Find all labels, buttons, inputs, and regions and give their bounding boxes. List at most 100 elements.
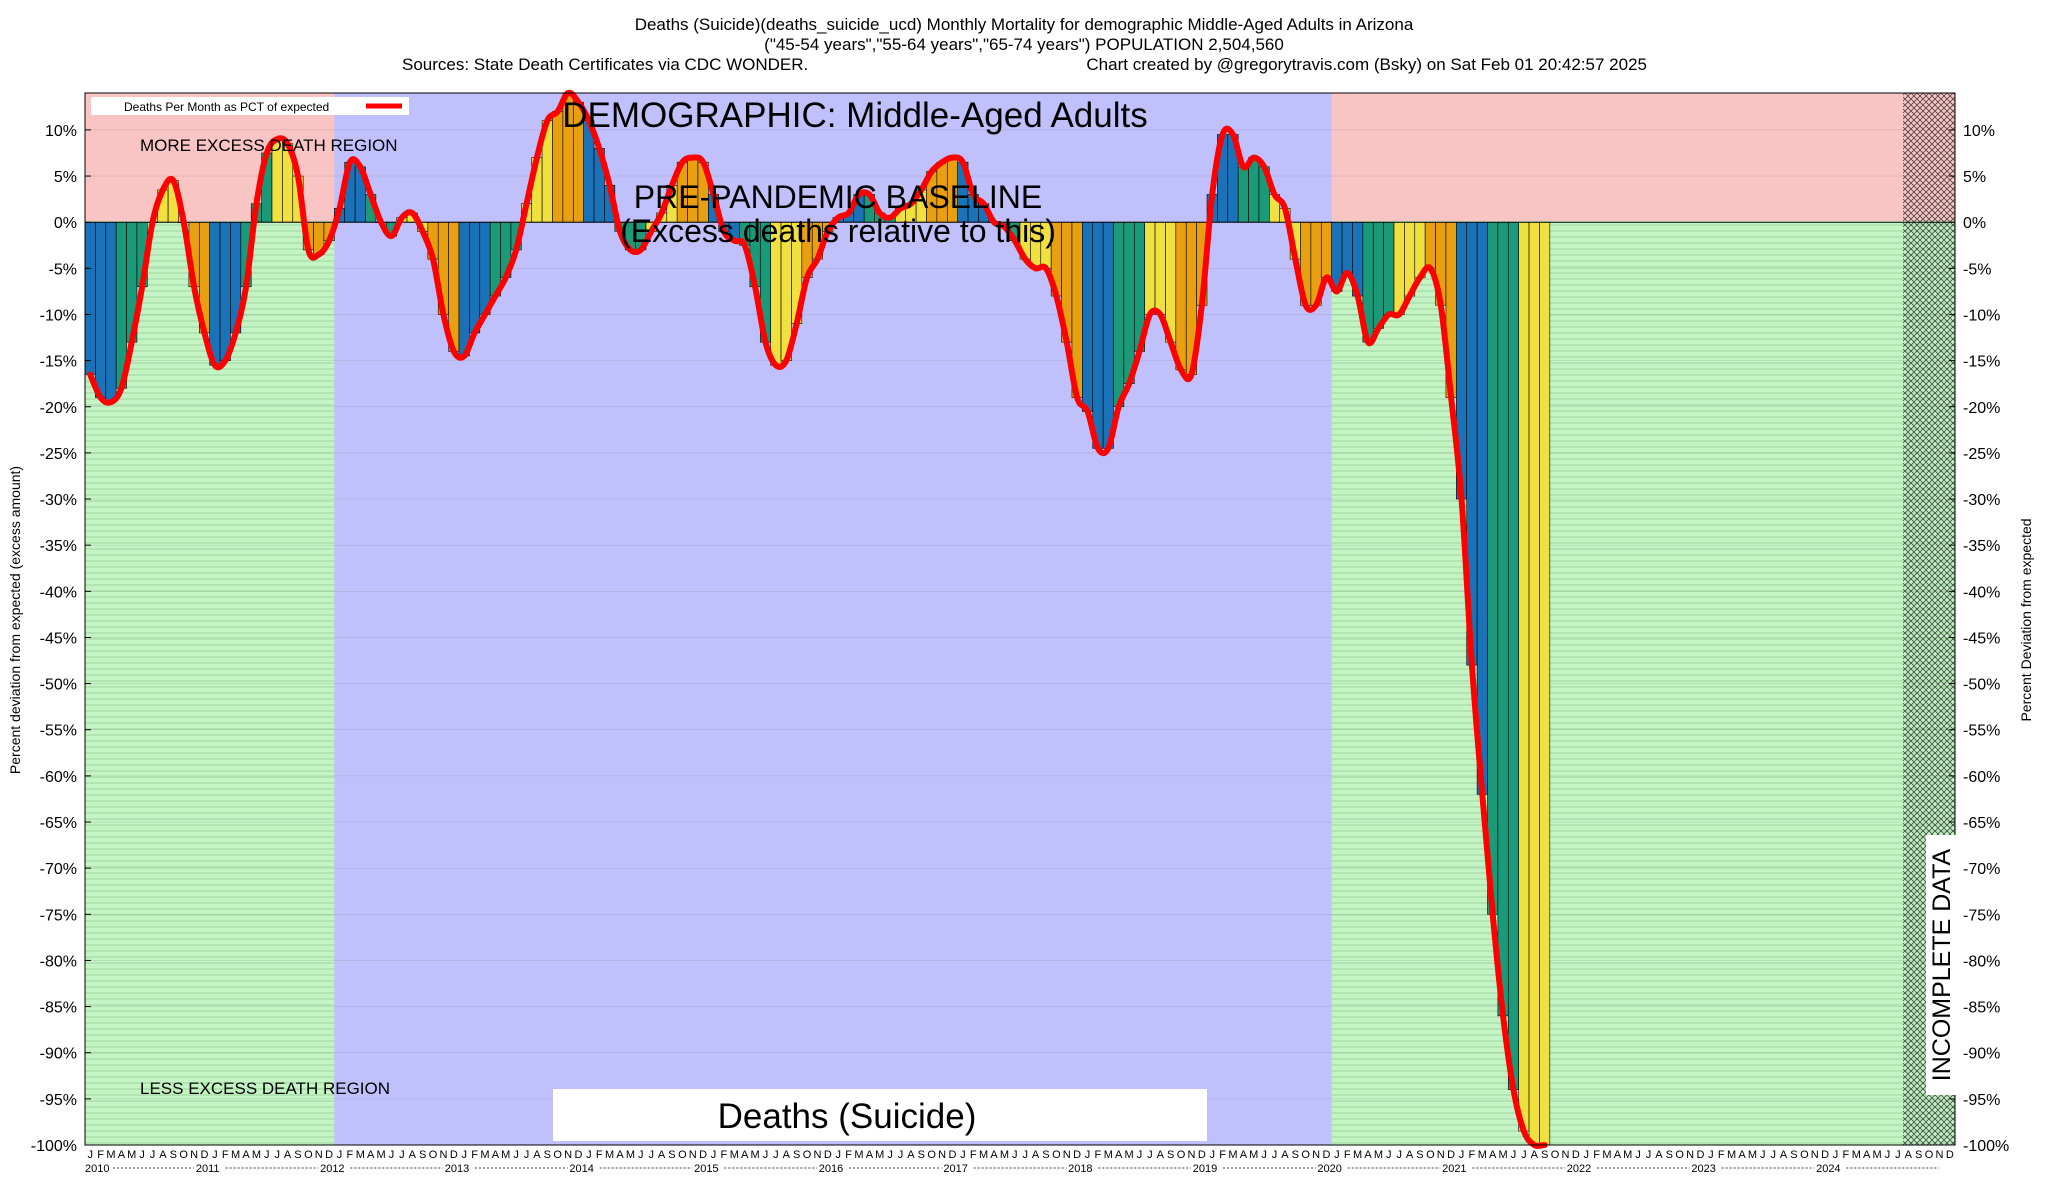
x-year-label: 2019: [1193, 1163, 1217, 1175]
x-month-label: J: [1334, 1149, 1340, 1161]
x-month-label: M: [356, 1149, 365, 1161]
x-month-label: A: [616, 1149, 624, 1161]
x-month-label: J: [887, 1149, 893, 1161]
month-bar: [1237, 166, 1249, 223]
x-month-label: M: [1872, 1149, 1881, 1161]
less-excess-label: LESS EXCESS DEATH REGION: [140, 1079, 390, 1098]
x-month-label: O: [1551, 1149, 1560, 1161]
x-month-label: O: [304, 1149, 313, 1161]
x-month-label: J: [1583, 1149, 1589, 1161]
x-month-label: M: [1478, 1149, 1487, 1161]
x-month-label: M: [480, 1149, 489, 1161]
x-month-label: A: [1531, 1149, 1539, 1161]
x-month-label: J: [960, 1149, 966, 1161]
x-month-label: F: [1344, 1149, 1351, 1161]
x-month-label: S: [1167, 1149, 1174, 1161]
y-tick-label-right: -75%: [1963, 907, 2000, 924]
x-month-label: J: [1459, 1149, 1465, 1161]
x-month-label: M: [750, 1149, 759, 1161]
y-tick-label-right: -85%: [1963, 1000, 2000, 1017]
y-tick-label-left: 5%: [54, 169, 77, 186]
bottom-chart-label: Deaths (Suicide): [718, 1097, 977, 1136]
y-tick-label-left: -65%: [40, 815, 77, 832]
x-month-label: M: [1498, 1149, 1507, 1161]
month-bar: [1123, 221, 1135, 384]
x-month-label: J: [399, 1149, 405, 1161]
x-month-label: J: [461, 1149, 467, 1161]
y-gridlines: [85, 129, 1955, 1146]
x-month-label: N: [813, 1149, 821, 1161]
x-month-label: J: [1137, 1149, 1143, 1161]
x-month-label: M: [730, 1149, 739, 1161]
x-month-label: N: [315, 1149, 323, 1161]
month-bar: [209, 221, 221, 366]
month-bar: [1476, 221, 1488, 795]
x-month-label: O: [1052, 1149, 1061, 1161]
y-tick-label-right: -100%: [1963, 1138, 2009, 1155]
x-month-label: J: [274, 1149, 280, 1161]
x-month-label: N: [564, 1149, 572, 1161]
x-month-label: O: [429, 1149, 438, 1161]
x-year-label: 2023: [1691, 1163, 1715, 1175]
x-month-label: A: [907, 1149, 915, 1161]
x-month-label: M: [231, 1149, 240, 1161]
x-month-label: N: [1561, 1149, 1569, 1161]
x-month-label: D: [200, 1149, 208, 1161]
y-tick-label-right: -65%: [1963, 815, 2000, 832]
x-month-label: A: [1780, 1149, 1788, 1161]
month-bar: [1102, 221, 1114, 449]
y-tick-label-left: -80%: [40, 953, 77, 970]
y-tick-label-left: -60%: [40, 769, 77, 786]
x-month-label: O: [1301, 1149, 1310, 1161]
x-month-label: D: [948, 1149, 956, 1161]
month-bar: [1092, 221, 1104, 449]
x-month-label: M: [252, 1149, 261, 1161]
x-month-label: J: [1885, 1149, 1891, 1161]
credit-line: Chart created by @gregorytravis.com (Bsk…: [1086, 55, 1647, 74]
y-tick-label-left: -5%: [49, 261, 77, 278]
y-tick-label-right: -45%: [1963, 630, 2000, 647]
x-month-label: F: [1593, 1149, 1600, 1161]
x-month-label: A: [990, 1149, 998, 1161]
x-month-label: F: [1718, 1149, 1725, 1161]
x-month-label: F: [1095, 1149, 1102, 1161]
x-month-label: J: [264, 1149, 270, 1161]
x-month-label: S: [170, 1149, 177, 1161]
x-month-label: J: [337, 1149, 343, 1161]
x-month-label: D: [1198, 1149, 1206, 1161]
x-month-label: D: [1821, 1149, 1829, 1161]
x-month-label: A: [658, 1149, 666, 1161]
x-month-label: M: [501, 1149, 510, 1161]
x-month-label: A: [1240, 1149, 1248, 1161]
y-tick-label-left: -100%: [31, 1138, 77, 1155]
x-month-label: D: [699, 1149, 707, 1161]
x-month-label: O: [553, 1149, 562, 1161]
y-tick-label-right: -60%: [1963, 769, 2000, 786]
y-tick-label-left: -25%: [40, 446, 77, 463]
y-tick-label-left: -75%: [40, 907, 77, 924]
x-month-label: D: [1696, 1149, 1704, 1161]
y-tick-label-left: -10%: [40, 307, 77, 324]
x-month-label: F: [970, 1149, 977, 1161]
y-tick-label-right: 0%: [1963, 215, 1986, 232]
x-month-label: J: [638, 1149, 644, 1161]
x-month-label: M: [1353, 1149, 1362, 1161]
y-axis-right: 10% 5% 0% -5% -10% -15% -20% -25% -30% -35% -40% -4…: [1949, 123, 2009, 1155]
y-axis-left: 10% 5% 0% -5% -10% -15% -20% -25% -30% -35% -40% -4…: [31, 123, 91, 1155]
y-tick-label-right: -25%: [1963, 446, 2000, 463]
x-month-label: F: [1219, 1149, 1226, 1161]
x-month-label: M: [1748, 1149, 1757, 1161]
x-month-label: S: [1042, 1149, 1049, 1161]
month-bar: [1154, 221, 1166, 315]
x-month-label: A: [284, 1149, 292, 1161]
y-tick-label-left: -90%: [40, 1046, 77, 1063]
x-year-label: 2021: [1442, 1163, 1466, 1175]
more-excess-label: MORE EXCESS DEATH REGION: [140, 136, 398, 155]
x-month-label: J: [139, 1149, 145, 1161]
y-tick-label-right: -55%: [1963, 723, 2000, 740]
x-month-label: N: [190, 1149, 198, 1161]
y-tick-label-right: 10%: [1963, 123, 1995, 140]
x-month-label: N: [1935, 1149, 1943, 1161]
